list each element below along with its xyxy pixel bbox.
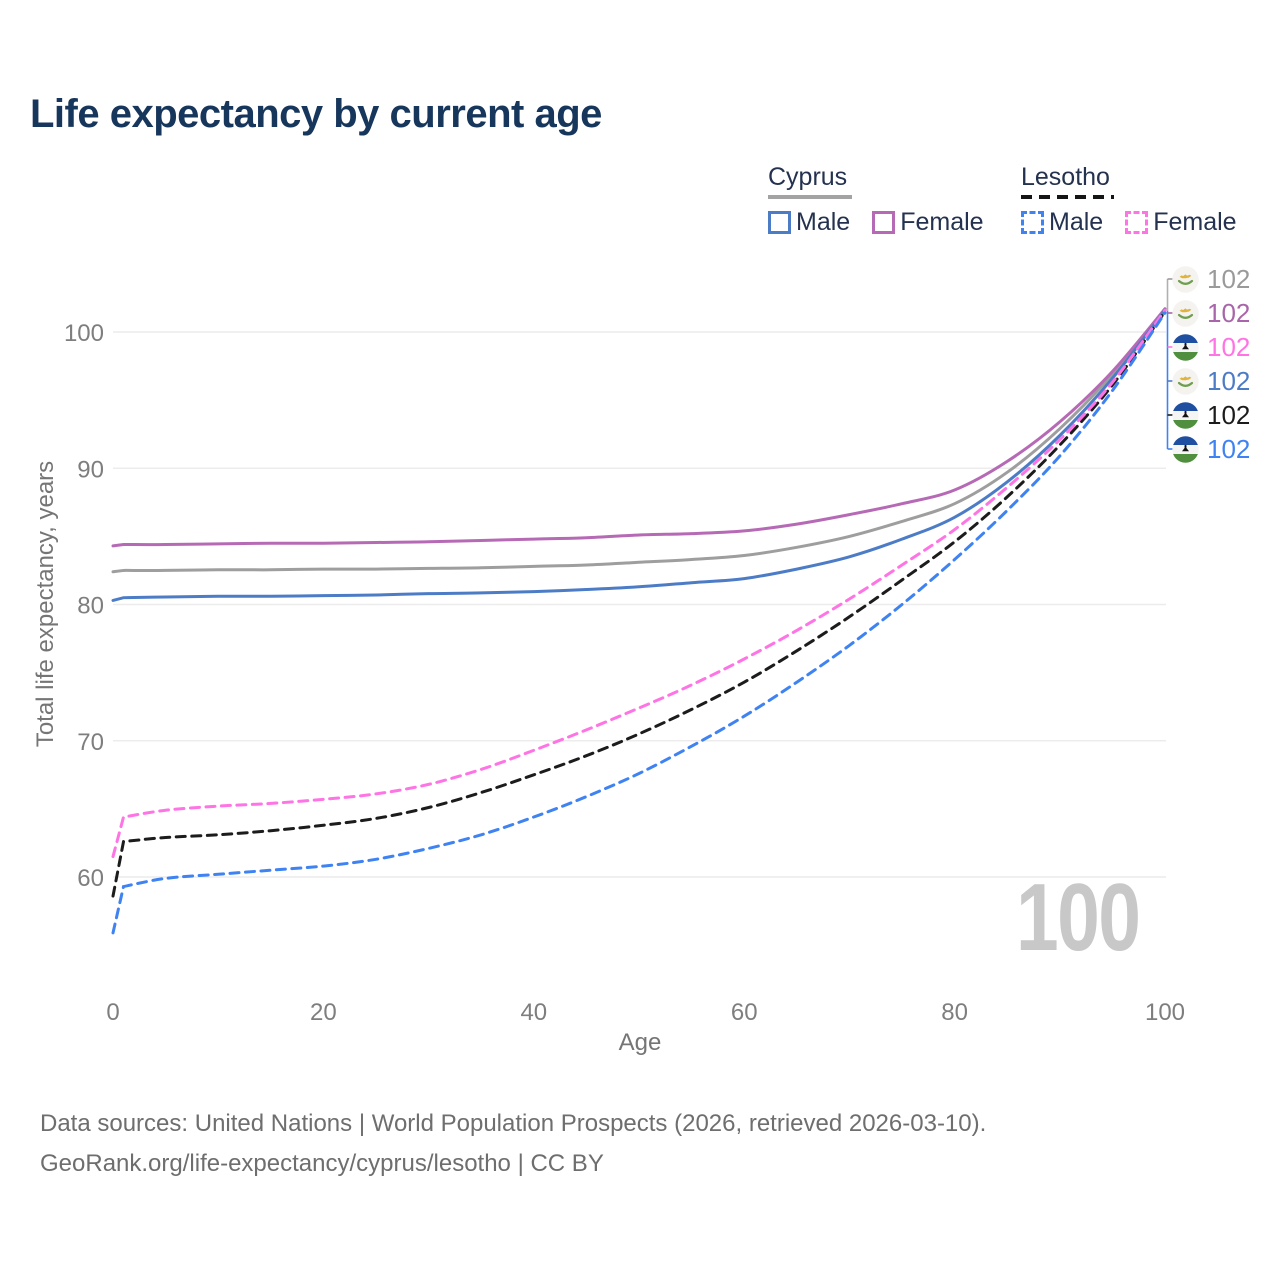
x-tick-label: 0	[106, 999, 119, 1026]
legend-item-label: Male	[1049, 208, 1104, 236]
x-tick-label: 60	[731, 999, 758, 1026]
legend-item-label: Female	[900, 208, 984, 236]
end-label-value: 102	[1207, 264, 1251, 294]
legend-header-cyprus[interactable]: Cyprus	[768, 163, 848, 191]
cyprus-flag-icon	[1172, 367, 1199, 395]
x-tick-label: 20	[310, 999, 337, 1026]
y-tick-label: 90	[77, 456, 104, 483]
cyprus-female-swatch-icon	[872, 211, 896, 234]
series-line-cyprus-male[interactable]	[111, 308, 1167, 602]
x-axis-title: Age	[618, 1029, 662, 1056]
end-label-cyprus-male: 102	[1172, 367, 1250, 395]
footer-attribution: GeoRank.org/life-expectancy/cyprus/lesot…	[40, 1150, 604, 1178]
legend-item-label: Female	[1153, 208, 1237, 236]
legend-item-cyprus-male[interactable]: Male	[768, 208, 850, 237]
end-label-cyprus-female: 102	[1172, 299, 1250, 327]
lesotho-male-swatch-icon	[1021, 211, 1044, 234]
y-tick-label: 100	[64, 320, 104, 347]
legend-underline-cyprus	[768, 195, 852, 199]
legend-item-lesotho-female[interactable]: Female	[1125, 208, 1237, 237]
legend-underline-lesotho	[1021, 195, 1114, 199]
cyprus-flag-icon	[1172, 265, 1199, 293]
series-line-lesotho-male[interactable]	[111, 311, 1167, 935]
footer-data-sources: Data sources: United Nations | World Pop…	[40, 1110, 987, 1137]
legend-item-cyprus-female[interactable]: Female	[872, 208, 984, 237]
series-line-lesotho[interactable]	[111, 310, 1167, 898]
end-label-lesotho-female: 102	[1172, 333, 1250, 361]
lesotho-female-swatch-icon	[1125, 211, 1149, 234]
page-title: Life expectancy by current age	[30, 92, 602, 136]
cyprus-flag-icon	[1172, 299, 1199, 327]
lesotho-flag-icon	[1172, 333, 1199, 361]
series-line-cyprus[interactable]	[111, 307, 1167, 574]
end-label-value: 102	[1207, 434, 1251, 464]
x-tick-label: 100	[1145, 999, 1185, 1026]
series-line-lesotho-female[interactable]	[111, 308, 1167, 859]
lesotho-flag-icon	[1172, 435, 1199, 463]
cyprus-male-swatch-icon	[768, 211, 791, 234]
end-label-lesotho: 102	[1172, 401, 1250, 429]
end-label-cyprus: 102	[1172, 265, 1250, 293]
y-axis-title: Total life expectancy, years	[32, 460, 59, 748]
legend-item-lesotho-male[interactable]: Male	[1021, 208, 1103, 237]
end-label-value: 102	[1207, 332, 1251, 362]
y-tick-label: 60	[77, 865, 104, 892]
x-tick-label: 80	[941, 999, 968, 1026]
footer: Data sources: United Nations | World Pop…	[40, 1104, 986, 1185]
legend-group-cyprus: Cyprus Male Female	[768, 163, 984, 237]
x-tick-label: 40	[520, 999, 547, 1026]
end-label-lesotho-male: 102	[1172, 435, 1250, 463]
legend-header-lesotho[interactable]: Lesotho	[1021, 163, 1110, 191]
end-label-value: 102	[1207, 298, 1251, 328]
series-line-cyprus-female[interactable]	[111, 307, 1167, 548]
legend-group-lesotho: Lesotho Male Female	[1021, 163, 1237, 237]
legend-item-label: Male	[796, 208, 851, 236]
end-label-value: 102	[1207, 366, 1251, 396]
lesotho-flag-icon	[1172, 401, 1199, 429]
y-tick-label: 80	[77, 593, 104, 620]
y-tick-label: 70	[77, 729, 104, 756]
hover-age-watermark: 100	[1016, 864, 1141, 971]
end-label-value: 102	[1207, 400, 1251, 430]
